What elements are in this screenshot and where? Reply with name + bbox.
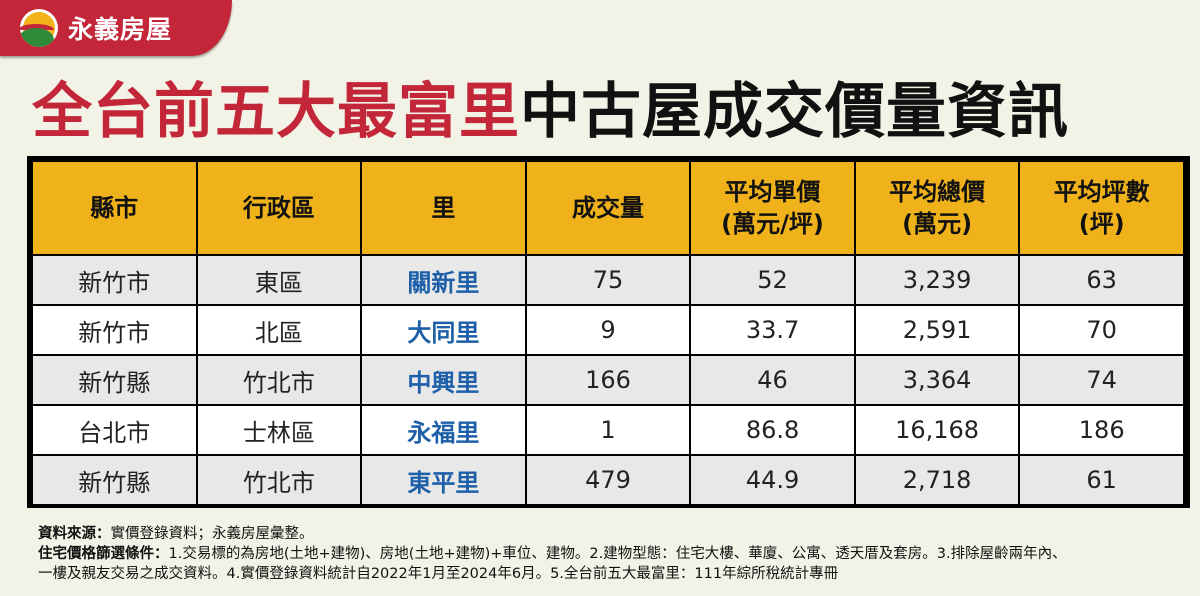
- cell-county: 新竹市: [31, 304, 198, 356]
- cell-unit-price: 33.7: [689, 304, 856, 356]
- cell-county: 新竹市: [31, 254, 198, 306]
- col-header-county: 縣市: [31, 160, 198, 256]
- cell-li: 大同里: [360, 304, 527, 356]
- table-row: 新竹縣 竹北市 東平里 479 44.9 2,718 61: [31, 454, 1185, 506]
- table-row: 新竹市 東區 關新里 75 52 3,239 63: [31, 254, 1185, 306]
- col-header-area: 平均坪數 (坪): [1018, 160, 1185, 256]
- criteria-note-cont: 一樓及親友交易之成交資料。4.實價登錄資料統計自2022年1月至2024年6月。…: [38, 566, 839, 582]
- cell-area: 61: [1018, 454, 1185, 506]
- table-header-row: 縣市 行政區 里 成交量 平均單價 (萬元/坪) 平均總價 (萬元) 平均坪數 (坪): [31, 160, 1185, 256]
- col-header-district: 行政區: [195, 160, 363, 256]
- cell-area: 63: [1018, 254, 1185, 306]
- brand-name: 永義房屋: [68, 15, 173, 44]
- col-header-total-price: 平均總價 (萬元): [853, 160, 1021, 256]
- cell-volume: 479: [524, 454, 692, 506]
- cell-volume: 75: [524, 254, 692, 306]
- cell-li: 東平里: [360, 454, 527, 506]
- cell-district: 士林區: [195, 404, 363, 456]
- cell-volume: 1: [524, 404, 692, 456]
- criteria-note: 住宅價格篩選條件：1.交易標的為房地(土地+建物)、房地(土地+建物)+車位、建…: [38, 546, 1067, 562]
- table-row: 新竹市 北區 大同里 9 33.7 2,591 70: [31, 304, 1185, 356]
- table-row: 新竹縣 竹北市 中興里 166 46 3,364 74: [31, 354, 1185, 406]
- cell-total-price: 2,591: [853, 304, 1021, 356]
- cell-total-price: 2,718: [853, 454, 1021, 506]
- cell-unit-price: 46: [689, 354, 856, 406]
- cell-unit-price: 86.8: [689, 404, 856, 456]
- cell-area: 186: [1018, 404, 1185, 456]
- data-table: 縣市 行政區 里 成交量 平均單價 (萬元/坪) 平均總價 (萬元) 平均坪數 (坪)…: [31, 160, 1185, 506]
- cell-district: 竹北市: [195, 454, 363, 506]
- cell-county: 台北市: [31, 404, 198, 456]
- title-main: 中古屋成交價量資訊: [520, 77, 1069, 147]
- cell-total-price: 3,364: [853, 354, 1021, 406]
- footnotes: 資料來源：實價登錄資料；永義房屋彙整。 住宅價格篩選條件：1.交易標的為房地(土…: [38, 524, 1188, 584]
- cell-county: 新竹縣: [31, 454, 198, 506]
- cell-li: 關新里: [360, 254, 527, 306]
- cell-district: 東區: [195, 254, 363, 306]
- yongyi-sun-logo-icon: [20, 9, 58, 47]
- source-note: 資料來源：實價登錄資料；永義房屋彙整。: [38, 526, 314, 542]
- page-title: 全台前五大最富里中古屋成交價量資訊: [32, 76, 1069, 148]
- cell-area: 70: [1018, 304, 1185, 356]
- table-row: 台北市 士林區 永福里 1 86.8 16,168 186: [31, 404, 1185, 456]
- cell-li: 永福里: [360, 404, 527, 456]
- cell-li: 中興里: [360, 354, 527, 406]
- col-header-li: 里: [360, 160, 527, 256]
- data-table-frame: 縣市 行政區 里 成交量 平均單價 (萬元/坪) 平均總價 (萬元) 平均坪數 (坪)…: [27, 156, 1190, 508]
- cell-unit-price: 52: [689, 254, 856, 306]
- col-header-unit-price: 平均單價 (萬元/坪): [689, 160, 856, 256]
- cell-unit-price: 44.9: [689, 454, 856, 506]
- cell-total-price: 16,168: [853, 404, 1021, 456]
- cell-total-price: 3,239: [853, 254, 1021, 306]
- col-header-volume: 成交量: [524, 160, 692, 256]
- brand-header: 永義房屋: [0, 0, 232, 56]
- cell-county: 新竹縣: [31, 354, 198, 406]
- cell-district: 北區: [195, 304, 363, 356]
- cell-area: 74: [1018, 354, 1185, 406]
- cell-volume: 166: [524, 354, 692, 406]
- cell-volume: 9: [524, 304, 692, 356]
- title-highlight: 全台前五大最富里: [32, 77, 520, 147]
- cell-district: 竹北市: [195, 354, 363, 406]
